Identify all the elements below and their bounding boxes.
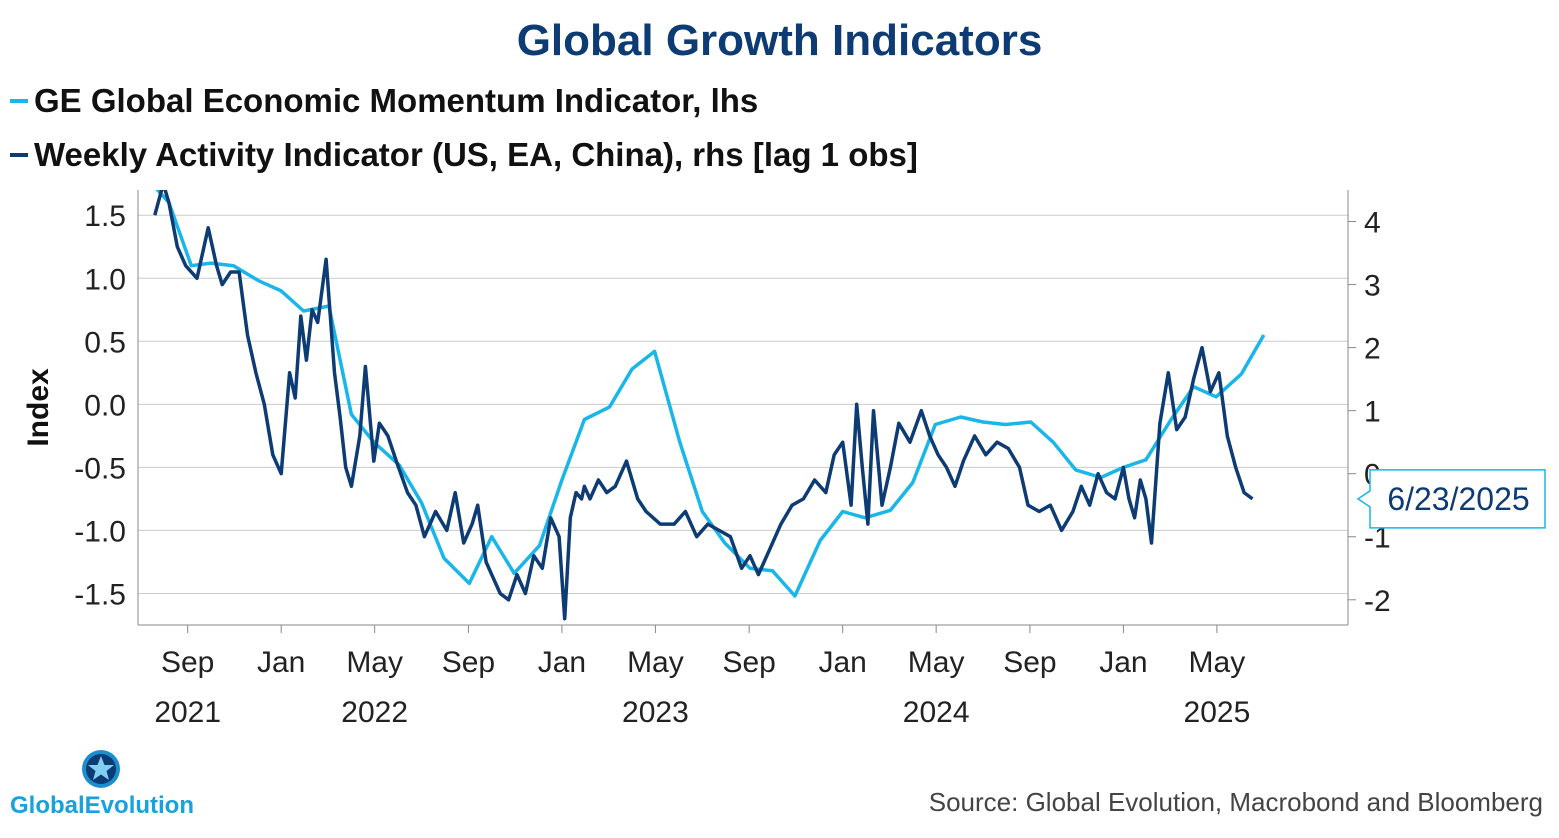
logo-text: GlobalEvolution (10, 792, 194, 819)
y-left-tick-label: 1.5 (84, 200, 126, 233)
x-tick-label: Jan (818, 646, 866, 679)
y-right-tick-label: 1 (1364, 396, 1381, 429)
x-tick-label: May (908, 646, 965, 679)
y-left-tick-label: 1.0 (84, 263, 126, 296)
y-left-tick-label: 0.0 (84, 389, 126, 422)
legend-swatch-weekly (10, 153, 28, 157)
x-year-label: 2025 (1184, 696, 1251, 729)
x-year-label: 2021 (154, 696, 221, 729)
legend-label-weekly: Weekly Activity Indicator (US, EA, China… (34, 136, 918, 173)
y-left-tick-label: -1.0 (74, 515, 126, 548)
x-tick-label: Jan (257, 646, 305, 679)
x-tick-label: Jan (538, 646, 586, 679)
date-callout-label: 6/23/2025 (1387, 481, 1529, 517)
legend-item-weekly: Weekly Activity Indicator (US, EA, China… (10, 136, 918, 174)
legend-label-momentum: GE Global Economic Momentum Indicator, l… (34, 82, 759, 119)
legend-swatch-momentum (10, 99, 28, 103)
y-right-tick-label: 4 (1364, 207, 1381, 240)
y-right-tick-label: -2 (1364, 585, 1391, 618)
y-axis-label: Index (22, 368, 55, 447)
x-tick-label: Jan (1099, 646, 1147, 679)
x-tick-label: May (1189, 646, 1246, 679)
x-tick-label: Sep (442, 646, 495, 679)
x-year-label: 2022 (341, 696, 408, 729)
x-tick-label: May (627, 646, 684, 679)
chart-title: Global Growth Indicators (516, 16, 1043, 65)
series-line-weekly (153, 190, 1254, 621)
x-tick-label: Sep (1003, 646, 1056, 679)
series-line-momentum (155, 190, 1266, 598)
date-callout-box (1356, 469, 1546, 529)
x-year-label: 2024 (903, 696, 970, 729)
logo: GlobalEvolution (10, 748, 210, 828)
legend-item-momentum: GE Global Economic Momentum Indicator, l… (10, 82, 758, 120)
y-left-tick-label: 0.5 (84, 326, 126, 359)
y-left-tick-label: -0.5 (74, 452, 126, 485)
y-left-tick-label: -1.5 (74, 578, 126, 611)
x-year-label: 2023 (622, 696, 689, 729)
x-tick-label: Sep (722, 646, 775, 679)
y-right-tick-label: 2 (1364, 333, 1381, 366)
x-tick-label: May (346, 646, 403, 679)
y-right-tick-label: 3 (1364, 270, 1381, 303)
x-tick-label: Sep (161, 646, 214, 679)
logo-star-icon (82, 750, 120, 788)
source-note: Source: Global Evolution, Macrobond and … (928, 787, 1543, 817)
